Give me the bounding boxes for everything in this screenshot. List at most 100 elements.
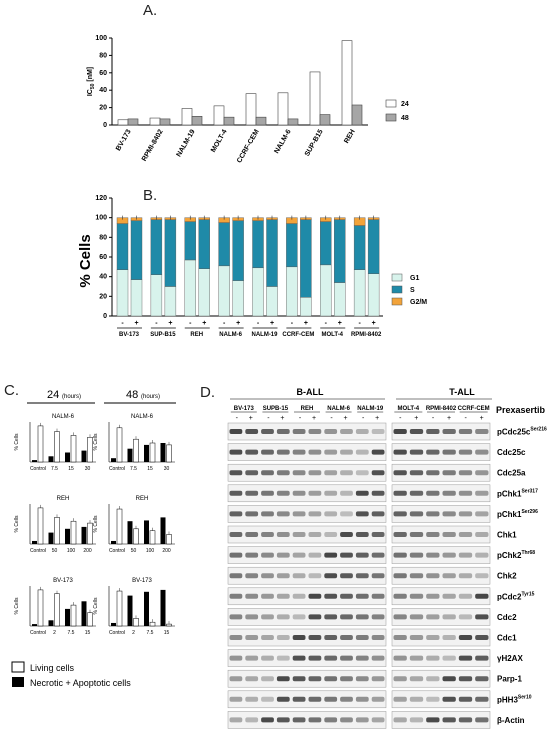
blot-band — [276, 593, 290, 599]
bar-dead — [111, 458, 116, 462]
blot-band — [308, 573, 322, 579]
blot-band — [426, 552, 440, 558]
protein-label: Parp-1 — [497, 675, 522, 684]
cell-line-label: SUPB-15 — [263, 406, 289, 412]
y-tick-label: 80 — [99, 234, 107, 241]
treatment-label: - — [257, 320, 260, 327]
blot-band — [324, 429, 338, 434]
blot-band — [292, 429, 306, 434]
y-axis-label: % Cells — [93, 515, 99, 532]
category-label: CCRF-CEM — [236, 128, 261, 164]
treatment-label: - — [432, 415, 435, 422]
blot-strip — [391, 422, 491, 441]
ic50-bar-chart: 0 20 40 60 80 100 IC50 [nM] BV-173 RPMI-8402 NALM… — [87, 35, 409, 164]
bar-dead — [81, 526, 87, 544]
blot-strip — [227, 587, 387, 606]
stacked-bar-G1 — [198, 268, 210, 317]
cell-line-title: BV-173 — [132, 578, 152, 584]
blot-band — [458, 470, 473, 476]
blot-band — [371, 532, 385, 537]
blot-band — [409, 655, 424, 661]
blot-band — [475, 573, 489, 579]
blot-band — [340, 470, 353, 476]
bar-dead — [127, 521, 133, 544]
blot-band — [340, 676, 353, 682]
blot-band — [409, 614, 424, 620]
blot-band — [261, 470, 274, 476]
blot-band — [229, 676, 243, 682]
y-axis-label: % Cells — [93, 597, 99, 614]
stacked-bar-G1 — [320, 264, 332, 317]
blot-band — [426, 532, 440, 537]
blot-band — [308, 470, 322, 476]
blot-band — [371, 635, 385, 640]
y-axis-label: % Cells — [14, 433, 20, 450]
blot-strip — [227, 649, 387, 667]
blot-band — [442, 490, 456, 496]
blot-band — [409, 449, 424, 455]
blot-band — [409, 470, 424, 476]
blot-band — [393, 449, 407, 455]
bar-dead — [160, 443, 166, 462]
dose-label: 50 — [131, 548, 137, 554]
blot-band — [261, 593, 274, 599]
category-label: MOLT-4 — [210, 128, 229, 153]
blot-band — [276, 717, 290, 723]
blot-band — [308, 532, 322, 537]
blot-band — [426, 449, 440, 455]
treatment-title: Prexasertib — [496, 405, 546, 415]
category-label: SUP-B15 — [304, 128, 325, 157]
bar-living — [70, 604, 77, 627]
blot-band — [276, 429, 290, 434]
blot-band — [261, 573, 274, 579]
protein-label: Cdc1 — [497, 634, 517, 643]
dose-label: Control — [109, 630, 125, 636]
blot-band — [393, 429, 407, 434]
blot-band — [371, 573, 385, 579]
blot-band — [292, 470, 306, 476]
blot-band — [409, 552, 424, 558]
blot-band — [355, 552, 369, 558]
treatment-label: + — [304, 320, 308, 327]
treatment-label: - — [330, 415, 333, 422]
blot-strip — [227, 505, 387, 523]
blot-strip — [391, 566, 491, 585]
blot-strip — [391, 649, 491, 667]
blot-band — [292, 614, 306, 620]
group-label: NALM-19 — [251, 332, 278, 338]
bar-dead — [32, 460, 37, 462]
blot-band — [355, 655, 369, 661]
treatment-label: - — [291, 320, 294, 327]
blot-band — [229, 614, 243, 620]
blot-band — [245, 449, 259, 455]
blot-band — [229, 429, 243, 434]
protein-label: γH2AX — [497, 654, 523, 663]
stacked-bar-S — [353, 225, 366, 270]
blot-band — [355, 573, 369, 579]
protein-label: pCdc2Tyr15 — [497, 591, 535, 601]
bar-dead — [160, 589, 166, 626]
blot-band — [458, 532, 473, 537]
blot-band — [409, 717, 424, 723]
blot-band — [355, 490, 369, 496]
blot-band — [426, 490, 440, 496]
legend-swatch-dead — [12, 677, 24, 687]
blot-band — [393, 511, 407, 517]
treatment-label: + — [270, 320, 274, 327]
dose-label: 200 — [83, 548, 92, 554]
cell-line-label: NALM-19 — [357, 406, 384, 412]
blot-band — [393, 696, 407, 702]
category-label: NALM-6 — [273, 128, 292, 154]
blot-band — [340, 511, 353, 517]
blot-band — [292, 676, 306, 682]
dose-label: 15 — [147, 466, 153, 472]
stacked-bar-G1 — [300, 297, 312, 317]
treatment-label: - — [362, 415, 365, 422]
blot-band — [458, 676, 473, 682]
group-label: NALM-6 — [219, 332, 242, 338]
stacked-bar-S — [130, 220, 143, 280]
blot-band — [276, 490, 290, 496]
blot-strip — [227, 443, 387, 461]
t-all-header: T-ALL — [449, 387, 475, 397]
